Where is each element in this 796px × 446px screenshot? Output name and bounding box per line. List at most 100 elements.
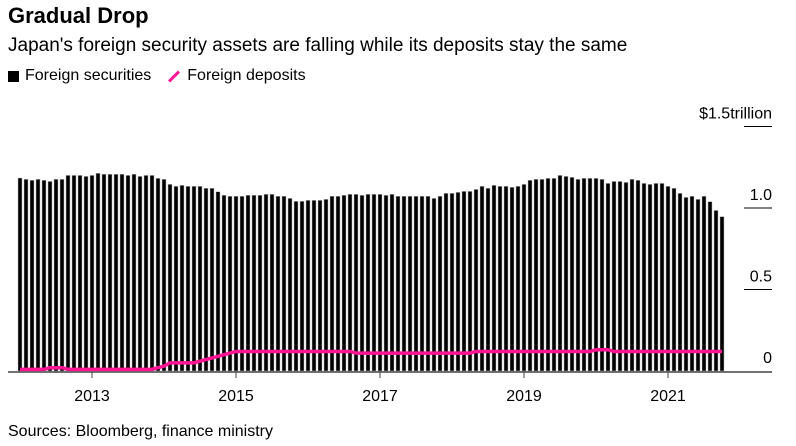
bar: [509, 187, 515, 372]
bar: [461, 191, 467, 372]
bar: [563, 176, 569, 372]
bar: [59, 179, 65, 372]
x-tick-label: 2021: [650, 388, 686, 405]
bar: [359, 195, 365, 372]
deposits-line: [20, 348, 722, 372]
bar: [299, 201, 305, 372]
bar: [701, 196, 707, 372]
bar: [527, 180, 533, 372]
bar: [593, 178, 599, 372]
bar: [269, 194, 275, 372]
bar: [107, 174, 113, 372]
bar: [251, 195, 257, 372]
bar: [377, 194, 383, 372]
bar: [539, 179, 545, 372]
bar: [491, 185, 497, 372]
bar: [479, 186, 485, 372]
bar: [425, 196, 431, 372]
bar: [623, 182, 629, 372]
bar: [347, 194, 353, 372]
bar: [311, 200, 317, 372]
x-tick-label: 2017: [362, 388, 398, 405]
bar: [485, 188, 491, 372]
y-tick-label: 0.5: [750, 269, 772, 286]
bar: [629, 179, 635, 372]
bar: [227, 196, 233, 372]
bar: [161, 179, 167, 372]
bar: [371, 194, 377, 372]
bar: [41, 180, 47, 372]
legend-label-deposits: Foreign deposits: [187, 67, 306, 84]
bar: [89, 175, 95, 372]
bar: [179, 185, 185, 372]
bar: [581, 178, 587, 372]
bar: [449, 193, 455, 372]
bar: [545, 178, 551, 372]
bar: [467, 191, 473, 372]
bar: [137, 176, 143, 372]
bar: [287, 198, 293, 372]
bar: [503, 186, 509, 372]
bar: [197, 186, 203, 372]
bar: [83, 176, 89, 372]
bar: [221, 195, 227, 372]
bar: [329, 196, 335, 372]
bar: [683, 197, 689, 372]
bar: [335, 196, 341, 372]
bar: [719, 216, 725, 372]
bar: [191, 186, 197, 372]
bar: [131, 174, 137, 372]
bar: [275, 196, 281, 372]
bar: [47, 181, 53, 372]
bar: [35, 179, 41, 372]
bar: [395, 196, 401, 372]
bar: [209, 188, 215, 372]
chart-title: Gradual Drop: [8, 3, 149, 28]
bar: [599, 179, 605, 372]
bar: [641, 183, 647, 372]
bar: [617, 181, 623, 372]
bar: [419, 196, 425, 372]
y-tick-label: 1.0: [750, 187, 772, 204]
bar: [125, 175, 131, 372]
bar: [65, 175, 71, 372]
bar: [323, 199, 329, 372]
bar: [143, 175, 149, 372]
legend-swatch-securities: [8, 70, 19, 82]
bar: [671, 188, 677, 372]
bar: [455, 192, 461, 372]
bar: [185, 186, 191, 372]
bar: [659, 183, 665, 372]
bar: [497, 186, 503, 372]
bar: [233, 196, 239, 372]
bar: [707, 201, 713, 372]
bar: [305, 200, 311, 372]
bar: [155, 178, 161, 372]
bar: [203, 188, 209, 372]
bar: [149, 175, 155, 372]
bar: [245, 195, 251, 372]
source-note: Sources: Bloomberg, finance ministry: [8, 423, 273, 440]
bar: [353, 194, 359, 372]
bar: [551, 178, 557, 372]
bar: [665, 186, 671, 372]
bar: [17, 177, 23, 372]
bar: [53, 179, 59, 372]
bar: [431, 198, 437, 372]
bar: [647, 184, 653, 372]
bar: [281, 196, 287, 372]
bar: [119, 174, 125, 372]
x-tick-label: 2015: [218, 388, 254, 405]
bar: [95, 173, 101, 372]
bar: [653, 183, 659, 372]
bar: [407, 196, 413, 372]
bar: [23, 179, 29, 372]
bar: [695, 199, 701, 372]
bar: [437, 196, 443, 372]
bar: [263, 194, 269, 372]
x-tick-label: 2013: [74, 388, 110, 405]
bar: [575, 179, 581, 372]
bar: [611, 181, 617, 372]
bar: [635, 180, 641, 372]
bar: [557, 175, 563, 372]
